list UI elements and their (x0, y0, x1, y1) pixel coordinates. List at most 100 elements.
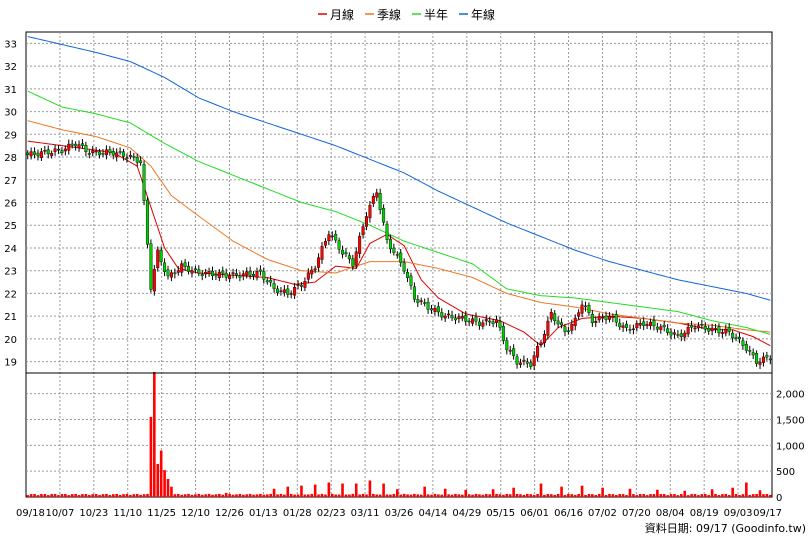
candle-down (98, 151, 102, 156)
candle-down (33, 151, 37, 155)
volume-bar (656, 489, 659, 497)
volume-bar (313, 484, 317, 497)
candle-up (518, 362, 522, 365)
volume-bar (587, 493, 591, 497)
volume-bar (74, 494, 77, 497)
volume-bar (703, 494, 707, 497)
candle-down (139, 160, 143, 163)
candle-up (375, 192, 379, 198)
volume-bar (464, 489, 468, 497)
candle-down (46, 149, 50, 155)
candle-up (683, 332, 687, 338)
volume-bar (717, 495, 721, 497)
volume-bar (296, 494, 300, 497)
candle-down (395, 254, 399, 256)
candle-down (464, 315, 468, 322)
ma-line-yearly (27, 36, 771, 301)
candle-down (491, 321, 495, 324)
candle-up (77, 144, 81, 149)
candle-up (128, 155, 132, 157)
volume-bar (276, 494, 279, 497)
volume-bar (307, 494, 310, 497)
volume-bar (556, 493, 560, 497)
volume-bar (611, 494, 615, 497)
candle-down (453, 317, 457, 321)
volume-bar (604, 495, 608, 497)
candle-up (580, 304, 584, 314)
volume-bar (632, 494, 635, 497)
volume-bar (279, 493, 283, 497)
candle-up (621, 325, 625, 328)
candle-up (327, 234, 331, 242)
volume-bar (433, 493, 437, 497)
candle-down (299, 284, 303, 287)
candle-down (276, 288, 280, 293)
volume-bar (211, 494, 214, 497)
candle-down (84, 145, 88, 153)
grid-lines (26, 32, 772, 497)
volume-bar (731, 487, 734, 497)
volume-tick-label: 500 (776, 467, 795, 478)
candle-up (443, 315, 447, 319)
candle-up (672, 332, 676, 335)
volume-bar (666, 495, 669, 497)
candle-up (354, 251, 358, 266)
volume-bar (224, 492, 228, 497)
volume-bar (122, 494, 125, 497)
volume-bar (341, 483, 344, 497)
volume-bar (327, 482, 331, 497)
volume-bar (330, 493, 334, 497)
volume-bar (399, 494, 403, 497)
candle-up (156, 249, 160, 269)
candle-up (296, 284, 300, 286)
volume-bars (26, 371, 772, 497)
candle-up (255, 271, 259, 278)
ma-line-half_year (27, 90, 771, 335)
date-tick-label: 06/16 (554, 508, 583, 519)
volume-bar (755, 493, 758, 497)
volume-bar (289, 493, 293, 497)
volume-bar (197, 493, 201, 497)
volume-bar (467, 494, 471, 497)
candle-down (149, 243, 153, 290)
candle-down (618, 322, 622, 328)
candle-up (457, 316, 461, 319)
volume-bar (320, 493, 324, 497)
volume-bar (146, 493, 149, 497)
volume-bar (77, 495, 81, 497)
candle-down (700, 324, 704, 326)
volume-bar (697, 495, 700, 497)
candle-up (104, 149, 108, 156)
candle-down (221, 270, 225, 274)
candle-down (587, 304, 591, 313)
candle-down (765, 355, 769, 358)
date-tick-label: 04/29 (452, 508, 481, 519)
volume-bar (409, 494, 413, 497)
candle-up (532, 355, 536, 366)
volume-bar (700, 494, 704, 497)
candle-down (440, 312, 444, 318)
candle-down (498, 321, 502, 328)
volume-bar (594, 494, 598, 497)
volume-bar (758, 490, 762, 497)
candle-down (74, 143, 78, 147)
volume-bar (118, 494, 122, 497)
volume-bar (365, 494, 368, 497)
volume-bar (272, 488, 276, 497)
volume-bar (693, 494, 697, 497)
volume-bar (474, 493, 478, 497)
volume-bar (372, 493, 375, 497)
volume-bar (745, 482, 748, 497)
candle-down (57, 149, 61, 151)
candle-down (173, 272, 177, 275)
candle-up (631, 328, 635, 331)
candle-down (80, 143, 84, 146)
moving-average-lines (27, 36, 771, 347)
candle-up (323, 241, 327, 246)
volume-bar (591, 494, 594, 497)
candle-down (347, 255, 351, 260)
volume-bar (375, 494, 379, 497)
volume-bar (67, 495, 71, 497)
candle-up (94, 150, 98, 153)
volume-bar (241, 494, 245, 497)
